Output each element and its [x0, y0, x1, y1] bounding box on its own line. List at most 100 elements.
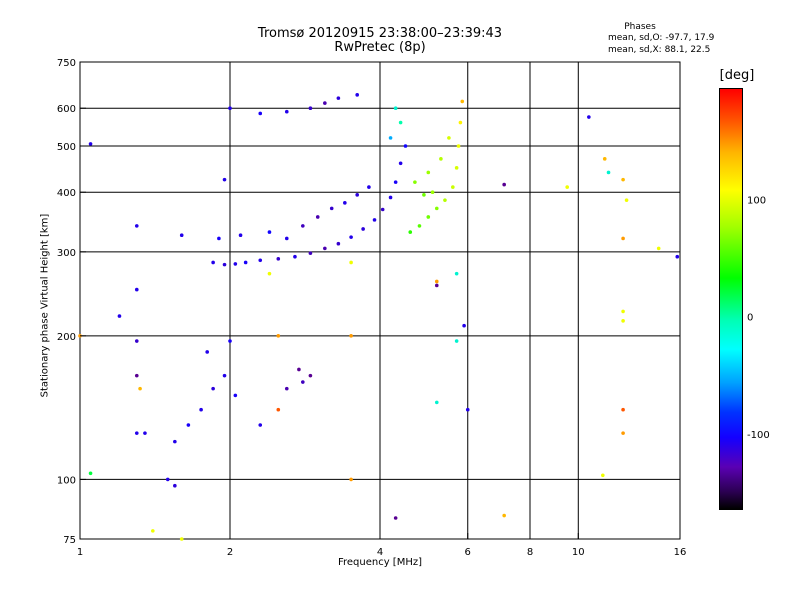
chart-title: Tromsø 20120915 23:38:00–23:39:43	[257, 26, 503, 41]
data-point	[355, 93, 359, 97]
data-point	[284, 236, 289, 241]
data-points	[78, 93, 680, 541]
data-point	[408, 230, 413, 234]
stats-x-mode: mean, sd,X: 88.1, 22.5	[608, 45, 711, 55]
y-tick-label: 200	[57, 332, 76, 343]
colorbar-tick-label: 0	[747, 313, 753, 324]
x-tick-label: 4	[377, 547, 383, 558]
data-point	[276, 334, 281, 338]
data-point	[355, 193, 359, 197]
data-point	[443, 198, 447, 202]
data-point	[388, 195, 393, 200]
data-point	[393, 180, 398, 184]
data-point	[222, 373, 227, 378]
y-tick-label: 75	[63, 535, 76, 546]
data-point	[138, 386, 142, 391]
colorbar-label: [deg]	[719, 68, 755, 83]
colorbar-tick-label: 100	[747, 195, 766, 206]
x-axis-label: Frequency [MHz]	[337, 557, 423, 568]
x-tick-label: 10	[572, 547, 585, 558]
data-point	[233, 393, 238, 398]
data-point	[323, 246, 327, 251]
data-point	[417, 224, 422, 228]
data-point	[372, 218, 377, 222]
data-point	[88, 142, 93, 146]
data-point	[451, 185, 455, 189]
data-point	[456, 144, 461, 148]
data-point	[267, 230, 272, 234]
data-point	[134, 373, 139, 378]
data-point	[211, 260, 215, 265]
data-point	[222, 177, 227, 182]
data-point	[134, 339, 139, 343]
data-point	[403, 144, 408, 148]
data-point	[233, 262, 238, 266]
data-point	[422, 193, 426, 197]
data-point	[434, 279, 439, 284]
data-point	[454, 271, 459, 276]
y-axis-ticks: 75 100 200 300 400 500 600 750	[57, 58, 86, 546]
data-point	[439, 157, 443, 161]
data-point	[601, 473, 605, 478]
data-point	[361, 227, 365, 231]
stats-title: Phases	[624, 22, 656, 32]
data-point	[565, 185, 569, 189]
x-axis-ticks: 1 2 4 6 8 10 16	[77, 533, 687, 558]
x-tick-label: 16	[674, 547, 687, 558]
data-point	[447, 136, 451, 140]
data-point	[238, 233, 243, 238]
grid-lines	[80, 62, 680, 539]
data-point	[454, 339, 459, 343]
data-point	[349, 235, 353, 239]
data-point	[380, 207, 385, 212]
data-point	[393, 106, 398, 111]
data-point	[284, 109, 289, 114]
data-point	[222, 262, 227, 267]
data-point	[134, 287, 139, 292]
data-point	[297, 367, 301, 372]
data-point	[349, 477, 353, 482]
x-tick-label: 6	[465, 547, 471, 558]
data-point	[151, 529, 155, 533]
data-point	[458, 120, 463, 125]
y-tick-label: 100	[57, 475, 76, 486]
data-point	[199, 407, 203, 412]
data-point	[117, 314, 122, 318]
data-point	[624, 198, 629, 202]
data-point	[284, 386, 289, 391]
data-point	[621, 309, 625, 314]
data-point	[179, 233, 184, 238]
stats-o-mode: mean, sd,O: -97.7, 17.9	[608, 33, 715, 43]
data-point	[388, 136, 393, 140]
data-point	[143, 431, 147, 435]
data-point	[217, 236, 221, 241]
data-point	[502, 513, 506, 518]
data-point	[205, 350, 209, 354]
data-point	[336, 241, 341, 246]
data-point	[308, 251, 313, 256]
data-point	[621, 431, 625, 435]
data-point	[587, 115, 591, 119]
data-point	[430, 190, 435, 195]
data-point	[393, 516, 398, 520]
data-point	[621, 407, 625, 412]
data-point	[462, 323, 466, 328]
data-point	[502, 182, 506, 187]
data-point	[621, 236, 625, 241]
data-point	[621, 319, 625, 323]
x-tick-label: 2	[227, 547, 233, 558]
x-tick-label: 8	[527, 547, 533, 558]
data-point	[308, 106, 313, 111]
data-point	[173, 439, 177, 444]
data-point	[308, 373, 313, 378]
data-point	[602, 157, 607, 161]
x-tick-label: 1	[77, 547, 83, 558]
data-point	[258, 258, 263, 263]
data-point	[434, 283, 439, 288]
y-tick-label: 400	[57, 188, 76, 199]
data-point	[398, 120, 403, 125]
y-tick-label: 300	[57, 248, 76, 259]
data-point	[258, 111, 263, 116]
data-point	[179, 537, 184, 541]
